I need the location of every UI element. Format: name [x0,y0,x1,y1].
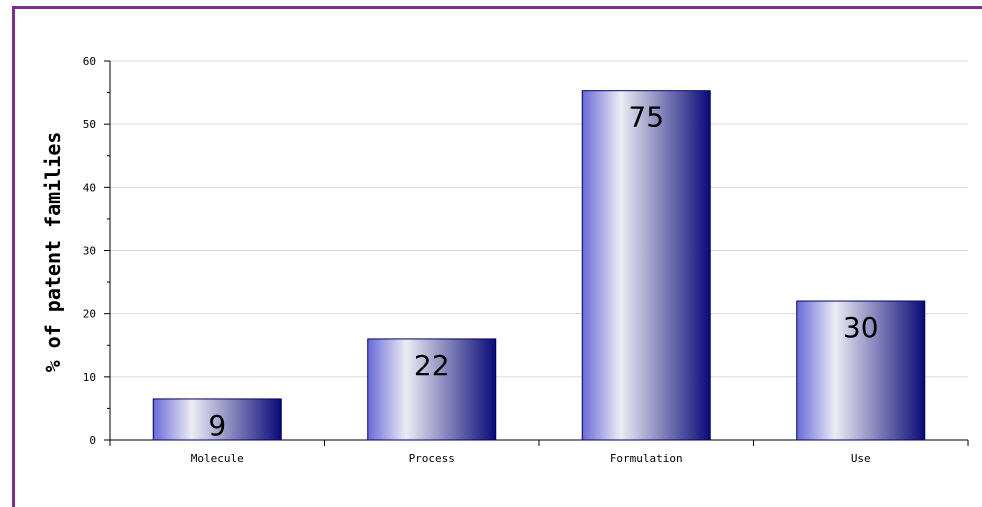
bar-formulation [581,90,711,441]
data-label: 22 [414,349,450,382]
y-tick-label: 60 [83,55,96,68]
frame-border-left [12,6,15,507]
y-tick-label: 30 [83,245,96,258]
y-tick-label: 0 [89,434,96,447]
bar-molecule [152,398,282,441]
y-tick-label: 50 [83,118,96,131]
axes: 0 10 20 30 40 50 60 Molecule Process Formulation U… [83,55,969,465]
y-tick-label: 10 [83,371,96,384]
x-tick-label: Process [409,452,455,465]
x-tick-label: Formulation [610,452,683,465]
frame-border-top [12,6,982,9]
bar-process [367,338,497,441]
bars [152,90,926,441]
y-tick-label: 40 [83,181,96,194]
x-tick-label: Use [851,452,871,465]
data-label: 30 [843,311,879,344]
data-labels: 9 22 75 30 [208,101,878,442]
bar-use [796,300,926,441]
x-tick-label: Molecule [191,452,244,465]
data-label: 9 [208,409,226,442]
y-axis-label: % of patent families [41,132,65,373]
data-label: 75 [628,101,664,134]
y-tick-label: 20 [83,308,96,321]
